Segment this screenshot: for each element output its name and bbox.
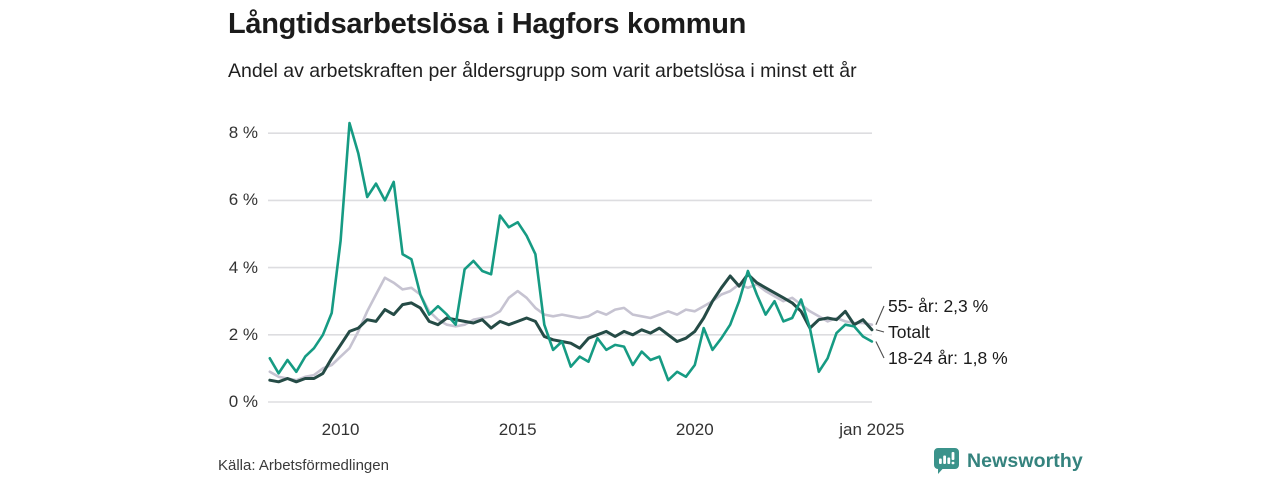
end-label-total: Totalt xyxy=(888,322,930,342)
y-tick-label: 8 % xyxy=(228,123,258,143)
end-label-older: 55- år: 2,3 % xyxy=(888,296,989,316)
x-tick-label: 2020 xyxy=(675,420,714,439)
newsworthy-logo: Newsworthy xyxy=(933,447,1083,475)
annotation-connector xyxy=(875,341,885,359)
series-line-youth xyxy=(268,121,874,382)
newsworthy-logo-icon xyxy=(934,448,959,474)
annotation-connector xyxy=(875,329,885,333)
y-tick-label: 0 % xyxy=(228,392,258,411)
series-line-total xyxy=(268,272,874,384)
y-tick-label: 4 % xyxy=(228,257,258,277)
x-tick-label: 2015 xyxy=(498,420,537,439)
source-note: Källa: Arbetsförmedlingen xyxy=(218,457,389,474)
x-tick-label: 2010 xyxy=(321,420,360,439)
series-line-older xyxy=(268,276,874,382)
y-tick-label: 2 % xyxy=(228,324,258,344)
newsworthy-wordmark: Newsworthy xyxy=(967,449,1083,472)
x-tick-label: jan 2025 xyxy=(839,420,905,439)
end-label-youth: 18-24 år: 1,8 % xyxy=(888,348,1008,368)
page-title: Långtidsarbetslösa i Hagfors kommun xyxy=(228,8,747,40)
annotation-connector xyxy=(875,305,885,325)
chart-subtitle: Andel av arbetskraften per åldersgrupp s… xyxy=(228,60,857,82)
y-tick-label: 6 % xyxy=(228,190,258,210)
